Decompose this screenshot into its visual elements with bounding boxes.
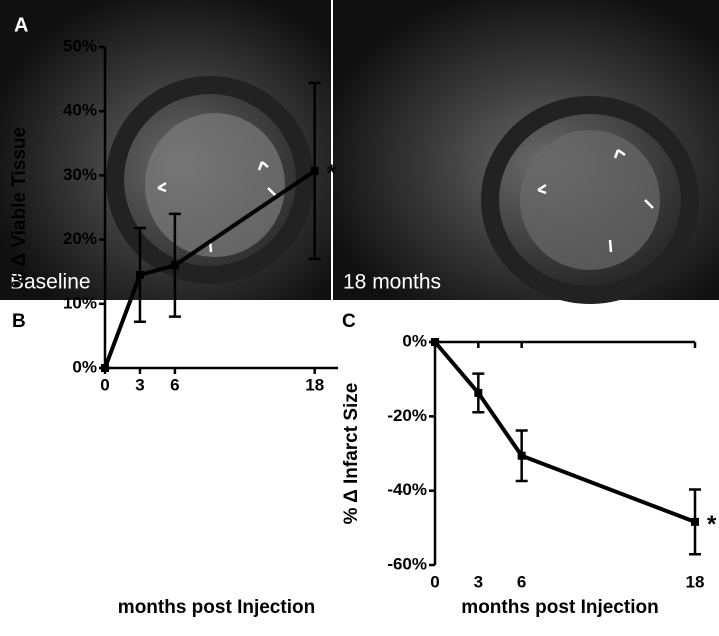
y-tick-label: 0% (402, 331, 427, 350)
x-axis-title: months post Injection (461, 597, 658, 618)
x-tick-label: 18 (305, 375, 324, 394)
point (691, 517, 699, 526)
y-tick-label: 0% (72, 357, 97, 376)
point (101, 364, 109, 372)
y-tick-label: -20% (387, 406, 427, 425)
annotation: * (707, 511, 717, 538)
data-line (433, 340, 696, 524)
y-axis-title: % Δ Infarct Size (341, 383, 362, 525)
point (517, 451, 526, 460)
panel-label: A (14, 14, 28, 36)
y-tick-label: -60% (387, 554, 427, 573)
mri-ventricle (520, 130, 660, 270)
annotation: * (327, 160, 337, 187)
x-tick-label: 6 (170, 375, 179, 394)
x-tick-label: 6 (517, 572, 526, 591)
point (170, 261, 179, 270)
y-tick-label: 40% (63, 101, 97, 120)
point (310, 166, 319, 175)
y-tick-label: 10% (63, 293, 97, 312)
panel-label: B (12, 311, 26, 332)
data-line (103, 169, 316, 369)
y-tick-label: 50% (63, 36, 97, 55)
y-tick-label: 20% (63, 229, 97, 248)
point (135, 270, 144, 279)
mri-panel: A Baseline 18 months (0, 0, 719, 304)
point (431, 338, 439, 346)
image-label: 18 months (343, 271, 441, 294)
point (474, 388, 483, 397)
x-tick-label: 18 (686, 572, 705, 591)
x-tick-label: 3 (135, 375, 144, 394)
x-tick-label: 0 (100, 375, 109, 394)
x-tick-label: 0 (430, 572, 439, 591)
x-tick-label: 3 (474, 572, 483, 591)
mri-ring (481, 96, 699, 304)
y-tick-label: 30% (63, 165, 97, 184)
mri-ventricle (145, 113, 285, 257)
x-axis-title: months post Injection (118, 597, 315, 618)
y-tick-label: -40% (387, 480, 427, 499)
mri-ring (106, 76, 314, 284)
mri-image (333, 0, 719, 300)
y-axis-title: % Δ Viable Tissue (9, 127, 30, 288)
image-label: Baseline (10, 271, 91, 294)
panel-label: C (342, 311, 356, 332)
